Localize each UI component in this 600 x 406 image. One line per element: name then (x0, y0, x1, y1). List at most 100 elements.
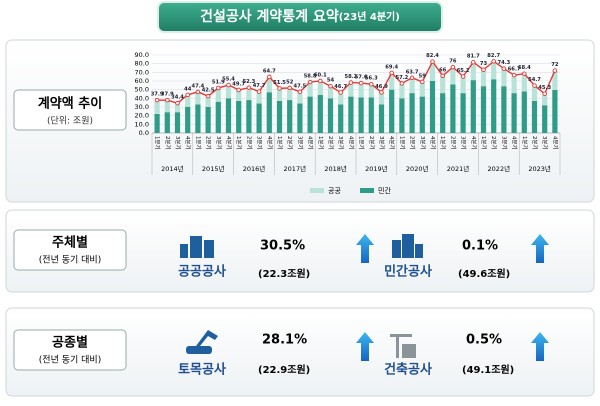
x-tick-label: 1분기 (154, 136, 162, 150)
bar (470, 80, 476, 133)
line-marker (430, 59, 435, 64)
bar (215, 88, 221, 102)
bar (429, 81, 436, 133)
panel-card (5, 209, 595, 293)
item-amount: (22.9조원) (258, 363, 310, 376)
x-tick-label: 2분기 (205, 136, 213, 150)
data-label: 81.7 (467, 54, 480, 60)
bar (327, 98, 334, 133)
data-label: 37.9 (151, 92, 164, 98)
line-marker (195, 89, 201, 95)
bar (521, 73, 527, 92)
bar (348, 96, 354, 133)
item-name: 토목공사 (178, 362, 226, 378)
bar (409, 77, 415, 94)
data-label: 52.3 (242, 79, 255, 85)
bar (287, 87, 293, 101)
bar (409, 93, 415, 133)
x-tick-label: 3분기 (296, 136, 304, 150)
bar (389, 72, 395, 90)
bar (552, 70, 558, 91)
panel: 주체별 (전년 동기 대비) 공공공사 30.5% (22.3조원) 민간공사 … (5, 209, 595, 293)
line-marker (318, 78, 323, 84)
bar (307, 82, 313, 97)
x-tick-label: 2분기 (409, 136, 417, 150)
data-label: 37.9 (161, 92, 174, 98)
x-tick-label: 4분기 (551, 136, 559, 150)
data-label: 82.4 (426, 53, 439, 59)
bar (378, 92, 385, 105)
year-label: 2020년 (406, 164, 429, 173)
icon (392, 234, 423, 258)
bar (276, 88, 283, 101)
x-tick-label: 4분기 (388, 136, 396, 150)
x-tick-label: 1분기 (439, 136, 447, 150)
bar (256, 103, 262, 133)
data-label: 46.9 (375, 84, 388, 90)
x-tick-label: 3분기 (541, 136, 549, 150)
bar (317, 94, 323, 133)
icon (390, 334, 416, 358)
data-label: 54 (327, 78, 335, 84)
bar (256, 91, 262, 104)
year-label: 2016년 (243, 164, 266, 173)
line-marker (552, 68, 558, 73)
bar (521, 91, 527, 133)
line-marker (267, 74, 272, 80)
bar (266, 92, 272, 133)
y-tick-label: 40.0 (135, 94, 149, 102)
x-tick-label: 4분기 (470, 136, 478, 150)
data-label: 44 (184, 86, 192, 92)
bar (297, 103, 303, 133)
bar (440, 93, 446, 133)
data-label: 55.4 (222, 76, 235, 82)
year-label: 2017년 (284, 164, 307, 173)
data-label: 72 (551, 62, 559, 68)
up-arrow (356, 332, 374, 361)
line-marker (358, 80, 364, 86)
legend-swatch (310, 188, 324, 193)
bar (246, 87, 252, 101)
bar (389, 89, 395, 133)
bar (511, 75, 517, 94)
line-marker (348, 80, 354, 85)
x-tick-label: 4분기 (347, 136, 355, 150)
bar (460, 76, 466, 94)
y-tick-label: 20.0 (135, 112, 149, 120)
bar (195, 104, 201, 133)
bar (236, 100, 242, 133)
panel-note: (전년 동기 대비) (39, 255, 101, 266)
data-label: 74.3 (497, 60, 510, 66)
data-label: 34.4 (171, 95, 184, 101)
x-tick-label: 3분기 (500, 136, 508, 150)
bar (236, 89, 242, 101)
line-marker (307, 79, 313, 85)
bar (317, 80, 323, 95)
line-marker (420, 79, 425, 85)
data-label: 42.5 (202, 88, 215, 94)
data-label: 49.7 (232, 81, 245, 87)
x-tick-label: 1분기 (358, 136, 366, 150)
line-marker (338, 90, 343, 95)
y-tick-label: 30.0 (135, 103, 149, 111)
line-marker (491, 59, 496, 64)
line-marker (328, 83, 333, 89)
line-marker (471, 59, 476, 65)
x-tick-label: 2분기 (286, 136, 294, 150)
item-name: 민간공사 (384, 264, 432, 280)
bar (440, 75, 446, 94)
x-tick-label: 3분기 (256, 136, 264, 150)
panel-label: 주체별 (52, 235, 88, 251)
data-label: 51.5 (273, 80, 286, 86)
bar (531, 85, 538, 101)
line-marker (542, 91, 547, 96)
x-tick-label: 4분기 (511, 136, 519, 150)
data-label: 63.7 (406, 69, 419, 75)
data-label: 46.7 (334, 84, 347, 90)
bar (460, 93, 466, 133)
year-label: 2023년 (528, 164, 551, 173)
chart: 0.010.020.030.040.050.060.070.080.090.0 3… (135, 51, 561, 195)
bar (297, 91, 303, 104)
legend-label: 민간 (378, 186, 391, 195)
bar (358, 83, 364, 98)
